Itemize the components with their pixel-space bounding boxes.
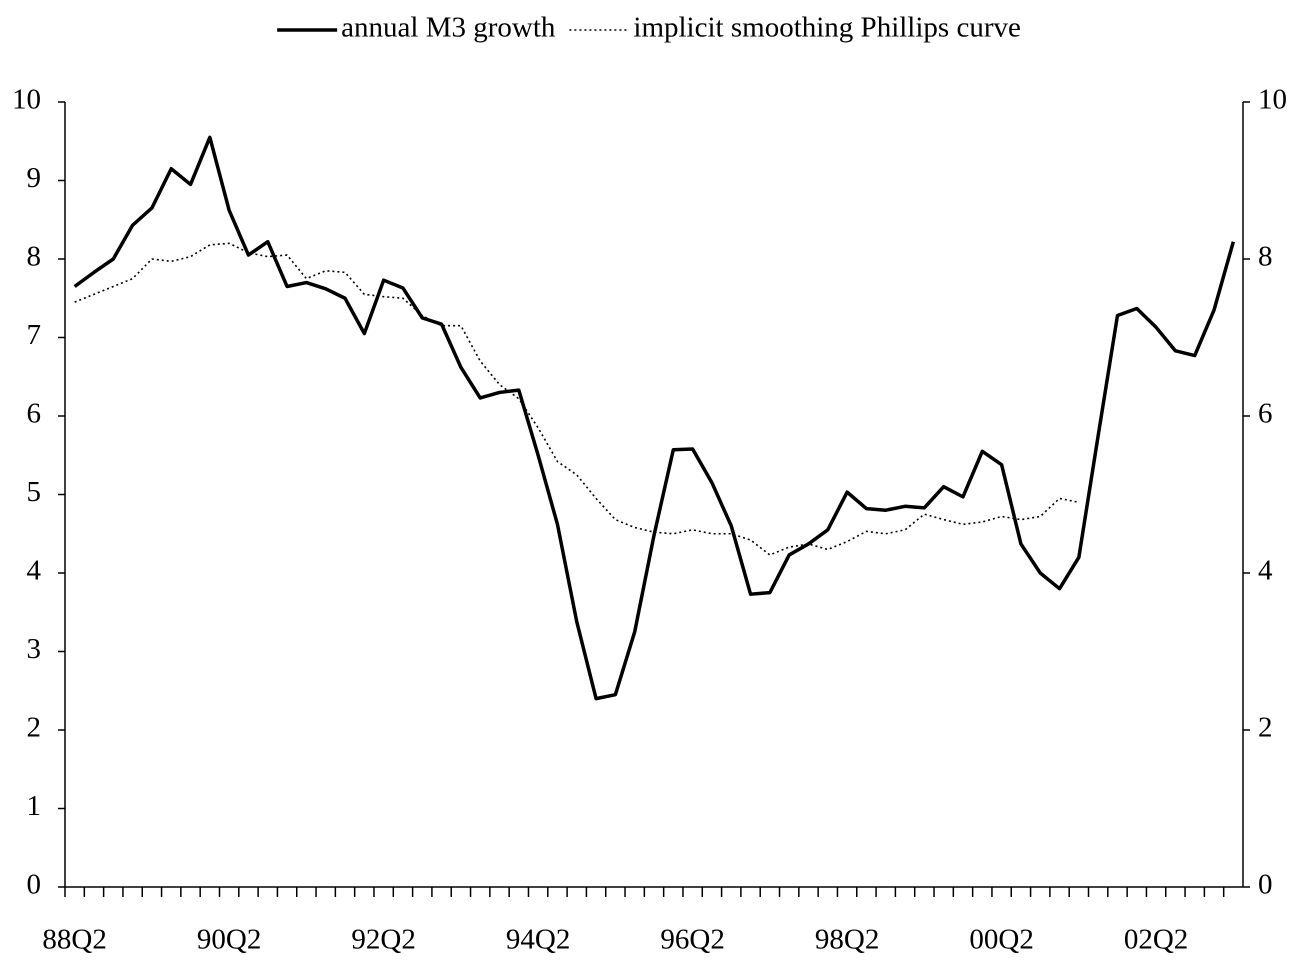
x-tick-label: 88Q2 [42,924,106,956]
y-tick-label: 5 [27,476,42,508]
y2-tick-label: 6 [1258,398,1273,430]
y2-tick-label: 2 [1258,712,1273,744]
legend-label: annual M3 growth [341,12,556,44]
x-tick-label: 94Q2 [506,924,570,956]
y-tick-label: 8 [27,241,42,273]
y2-tick-label: 4 [1258,555,1273,587]
x-tick-label: 90Q2 [197,924,261,956]
y-tick-label: 10 [12,84,41,116]
y-tick-label: 3 [27,633,42,665]
x-tick-label: 02Q2 [1124,924,1188,956]
x-tick-label: 92Q2 [351,924,415,956]
x-tick-label: 98Q2 [815,924,879,956]
legend-label: implicit smoothing Phillips curve [633,12,1020,44]
y-tick-label: 4 [27,555,42,587]
y-tick-label: 7 [27,319,42,351]
series-line [73,135,1236,701]
y2-tick-label: 8 [1258,241,1273,273]
y-tick-label: 0 [27,869,42,901]
y-tick-label: 9 [27,162,42,194]
y2-tick-label: 0 [1258,869,1273,901]
y-tick-label: 2 [27,712,42,744]
x-tick-label: 96Q2 [660,924,724,956]
y2-tick-label: 10 [1258,84,1287,116]
y-tick-label: 6 [27,398,42,430]
x-tick-label: 00Q2 [969,924,1033,956]
series-line [74,242,1080,556]
y-tick-label: 1 [27,790,42,822]
